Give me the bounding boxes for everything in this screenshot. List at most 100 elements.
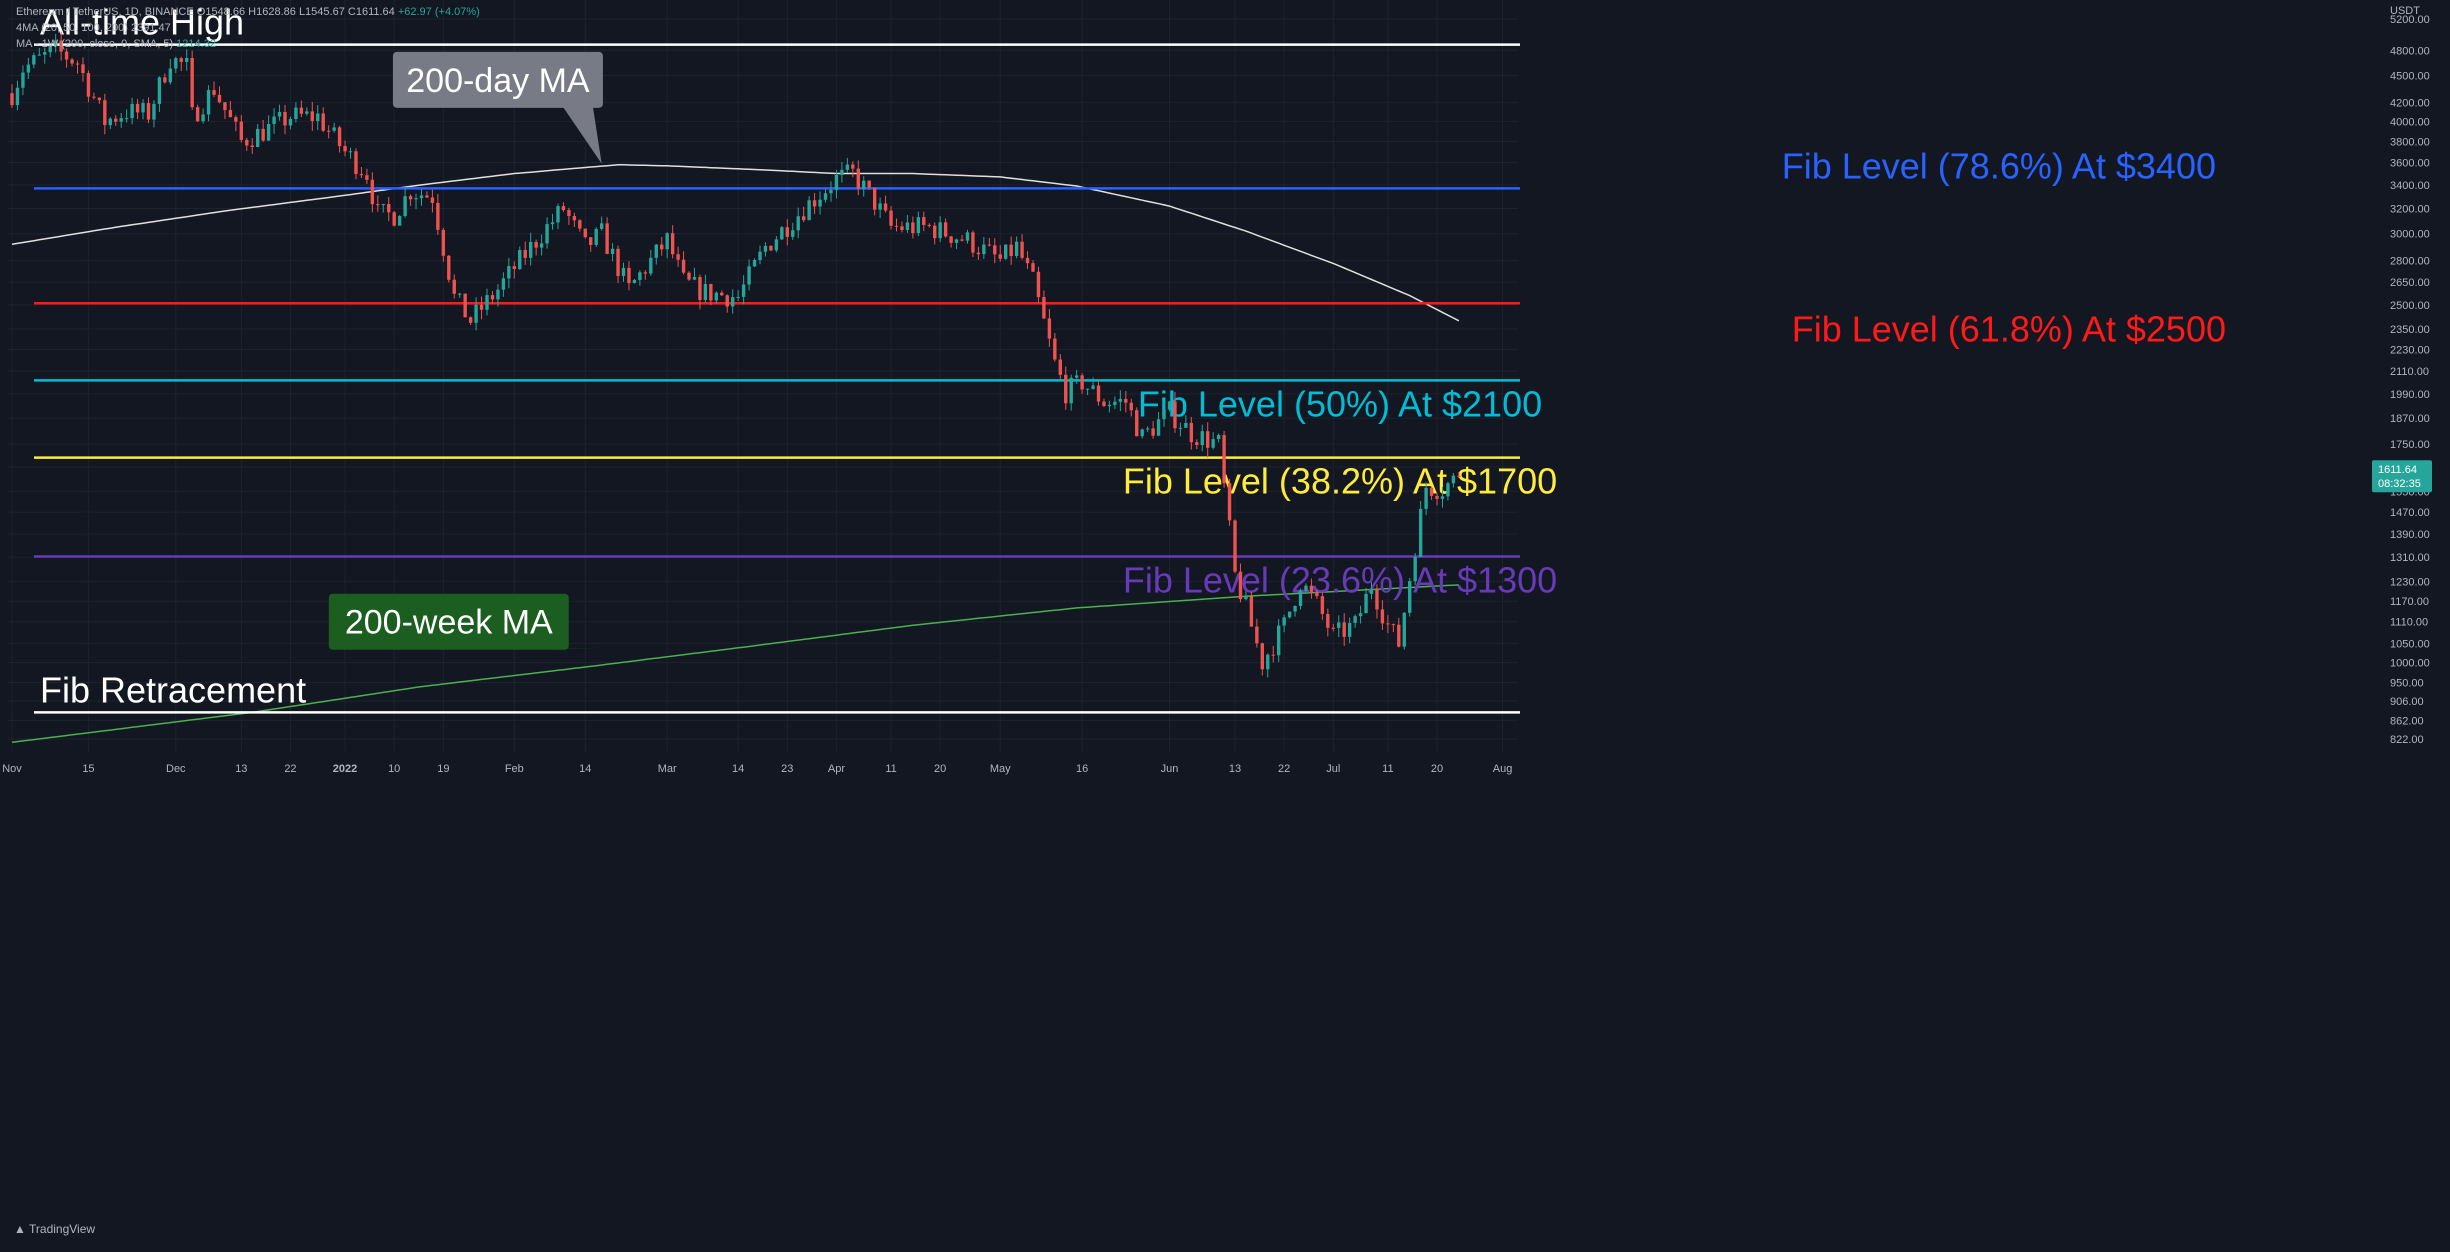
candle-body: [359, 173, 364, 176]
price-tick-label: 1000.00: [2390, 657, 2430, 669]
candle-body: [501, 278, 506, 290]
indicator-4ma[interactable]: 4MA (20, 50, 100, 200) 2391.47: [16, 22, 171, 34]
candle-body: [796, 216, 800, 231]
ohlc-low: L1545.67: [298, 6, 345, 18]
candle-body: [408, 196, 413, 200]
symbol-header: Ethereum / TetherUS, 1D, BINANCE O1548.6…: [16, 6, 480, 18]
price-tick-label: 906.00: [2390, 696, 2424, 708]
candle-body: [228, 110, 233, 118]
level-label-fib_50: Fib Level (50%) At $2100: [1138, 383, 1542, 424]
candle-body: [818, 199, 822, 207]
candle-body: [1227, 483, 1232, 521]
candle-body: [474, 304, 478, 323]
candle-body: [1408, 581, 1412, 613]
candle-body: [922, 217, 926, 225]
candle-body: [1102, 401, 1106, 407]
candle-body: [1451, 475, 1456, 484]
candle-body: [1135, 410, 1139, 437]
candle-body: [1391, 624, 1396, 626]
candle-body: [447, 255, 451, 280]
candle-body: [1200, 431, 1204, 446]
candle-body: [916, 217, 921, 234]
price-tick-label: 3800.00: [2390, 136, 2430, 148]
candle-body: [174, 58, 178, 69]
candle-body: [616, 248, 620, 277]
candle-body: [654, 244, 658, 258]
candle-body: [1337, 622, 1341, 628]
candle-body: [59, 40, 63, 52]
candle-body: [1397, 624, 1401, 647]
price-badge-value: 1611.64: [2378, 464, 2417, 476]
candle-body: [1124, 398, 1128, 403]
tradingview-logo[interactable]: ▲ TradingView: [14, 1222, 95, 1236]
price-tick-label: 4500.00: [2390, 70, 2430, 82]
candle-body: [496, 289, 500, 300]
candle-body: [146, 103, 151, 120]
candle-body: [32, 55, 36, 65]
candle-body: [583, 228, 587, 238]
candle-body: [479, 304, 484, 310]
candle-body: [152, 103, 156, 120]
candle-body: [741, 284, 746, 297]
level-label-fib_786: Fib Level (78.6%) At $3400: [1782, 145, 2216, 186]
candle-body: [1025, 257, 1030, 264]
candle-body: [190, 57, 194, 108]
candle-body: [681, 259, 686, 273]
candle-body: [1156, 419, 1161, 436]
level-label-fib_0: Fib Retracement: [40, 669, 306, 710]
candle-body: [692, 276, 697, 280]
candle-body: [736, 296, 740, 298]
time-tick-label: 11: [885, 763, 896, 775]
candle-body: [894, 225, 899, 227]
candle-body: [1255, 626, 1259, 644]
candle-body: [982, 244, 986, 255]
indicator-ma1w[interactable]: MA - 1W (200, close, 0, SMA, 5) 1214.32: [16, 38, 216, 50]
candle-body: [1238, 571, 1243, 600]
candle-body: [206, 90, 211, 115]
candle-body: [867, 180, 871, 188]
candle-body: [1413, 556, 1417, 582]
candle-body: [845, 164, 850, 170]
candle-body: [676, 254, 680, 260]
time-tick-label: 14: [579, 763, 591, 775]
candle-body: [1162, 409, 1166, 420]
candle-body: [1271, 654, 1275, 656]
candle-body: [1004, 244, 1008, 259]
candle-body: [589, 237, 593, 245]
candle-body: [774, 239, 779, 251]
candle-body: [1113, 401, 1117, 405]
indicator-ma1w-value: 1214.32: [176, 38, 216, 50]
candle-body: [294, 107, 298, 119]
callout-200-day-ma-box: [392, 51, 603, 108]
time-tick-label: May: [990, 763, 1011, 775]
candle-body: [485, 295, 489, 310]
callout-200-day-ma-pointer: [562, 106, 602, 164]
candle-body: [1386, 623, 1390, 625]
candle-body: [933, 225, 937, 239]
candle-body: [976, 252, 981, 255]
candle-body: [157, 77, 162, 104]
candle-body: [212, 90, 216, 95]
candle-body: [387, 204, 391, 213]
time-tick-label: Mar: [658, 763, 677, 775]
callout-200-week-ma-box: [328, 593, 569, 650]
candle-body: [1249, 596, 1254, 627]
candle-body: [927, 224, 931, 226]
ohlc-close: C1611.64: [347, 6, 395, 18]
candle-body: [64, 51, 69, 60]
candle-body: [179, 58, 183, 62]
candle-body: [376, 204, 380, 206]
candle-body: [266, 123, 271, 141]
candle-body: [769, 245, 773, 251]
candle-body: [326, 130, 331, 132]
time-tick-label: Jun: [1161, 763, 1179, 775]
candle-body: [801, 216, 806, 221]
level-label-fib_618: Fib Level (61.8%) At $2500: [1792, 308, 2226, 349]
candle-body: [1331, 627, 1335, 629]
candle-body: [605, 223, 609, 254]
candle-body: [1446, 483, 1450, 497]
price-tick-label: 2110.00: [2390, 366, 2429, 378]
candle-body: [812, 200, 817, 207]
